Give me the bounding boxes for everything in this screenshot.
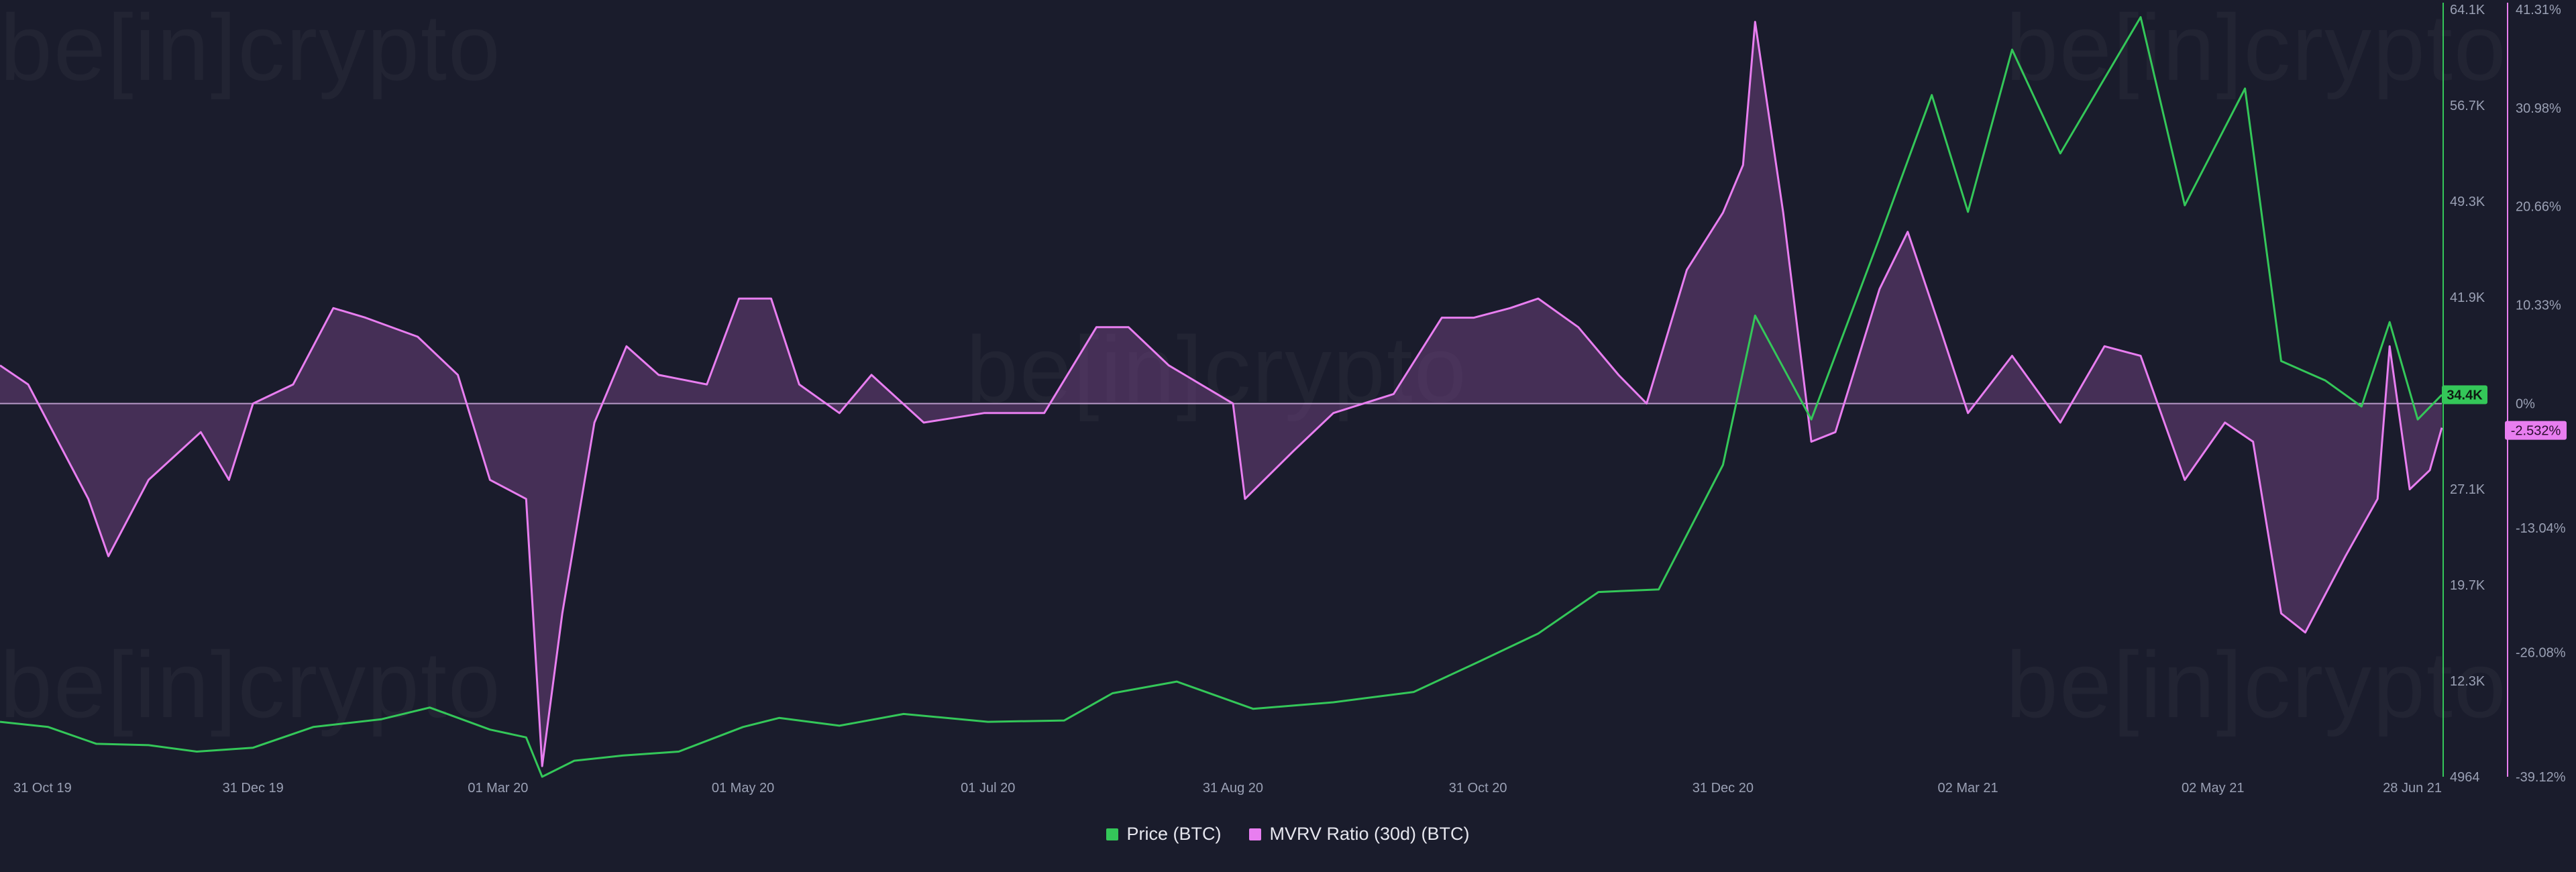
x-tick-label: 01 May 20 [712,781,774,796]
x-tick-label: 02 May 21 [2182,781,2244,796]
price-value-badge [2442,385,2487,404]
price-value-badge-label: 34.4K [2447,388,2483,403]
mvrv-line [0,21,2443,767]
price-tick-label: 49.3K [2450,195,2485,209]
x-tick-label: 31 Oct 20 [1449,781,1507,796]
price-line [0,16,2443,778]
x-tick-label: 31 Dec 20 [1693,781,1754,796]
price-tick-label: 56.7K [2450,99,2485,113]
price-swatch [1106,828,1119,840]
x-tick-label: 31 Oct 19 [13,781,72,796]
x-tick-label: 28 Jun 21 [2383,781,2442,796]
mvrv-area-fill [0,21,2442,767]
price-tick-label: 4964 [2450,770,2480,785]
mvrv-tick-label: -39.12% [2516,770,2566,785]
mvrv-tick-label: 41.31% [2516,3,2561,17]
legend-item-mvrv[interactable]: MVRV Ratio (30d) (BTC) [1249,824,1470,844]
mvrv-tick-label: -26.08% [2516,646,2566,661]
price-tick-label: 12.3K [2450,674,2485,689]
mvrv-swatch [1249,828,1262,840]
mvrv-tick-label: 20.66% [2516,200,2561,215]
x-tick-label: 01 Mar 20 [468,781,528,796]
price-tick-label: 64.1K [2450,3,2485,17]
mvrv-tick-label: -13.04% [2516,521,2566,536]
x-tick-label: 31 Dec 19 [223,781,284,796]
mvrv-value-badge [2505,421,2567,440]
price-tick-label: 19.7K [2450,578,2485,593]
mvrv-value-badge-label: -2.532% [2511,424,2561,439]
legend-label-price: Price (BTC) [1126,824,1222,844]
price-tick-label: 27.1K [2450,482,2485,497]
x-tick-label: 02 Mar 21 [1938,781,1998,796]
mvrv-tick-label: 10.33% [2516,298,2561,313]
legend-label-mvrv: MVRV Ratio (30d) (BTC) [1269,824,1470,844]
x-tick-label: 31 Aug 20 [1203,781,1263,796]
price-tick-label: 41.9K [2450,290,2485,305]
legend-item-price[interactable]: Price (BTC) [1106,824,1221,844]
x-tick-label: 01 Jul 20 [961,781,1015,796]
legend: Price (BTC) MVRV Ratio (30d) (BTC) [0,824,2576,844]
mvrv-tick-label: 30.98% [2516,101,2561,116]
mvrv-tick-label: 0% [2516,397,2535,412]
